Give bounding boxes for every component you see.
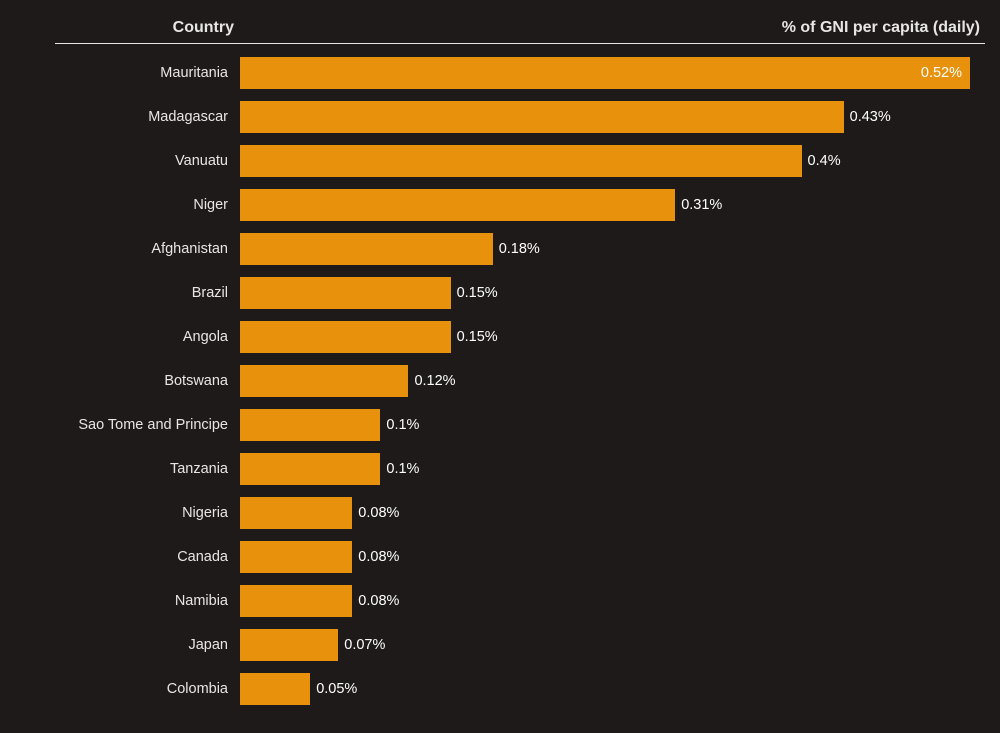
bar: 0.43% [240, 101, 844, 133]
bar-value: 0.12% [414, 373, 455, 389]
bar-row: Mauritania 0.52% [0, 51, 1000, 95]
bar-value: 0.52% [921, 65, 962, 81]
country-label: Mauritania [0, 65, 240, 81]
bar-value: 0.4% [808, 153, 841, 169]
country-label: Madagascar [0, 109, 240, 125]
country-label: Afghanistan [0, 241, 240, 257]
bar-row: Brazil0.15% [0, 271, 1000, 315]
bar: 0.15% [240, 277, 451, 309]
bar-track: 0.15% [240, 321, 985, 353]
bar: 0.12% [240, 365, 408, 397]
bar-track: 0.08% [240, 585, 985, 617]
bar-row: Nigeria0.08% [0, 491, 1000, 535]
bar-row: Botswana0.12% [0, 359, 1000, 403]
bar-rows: Mauritania0.52%Madagascar0.43%Vanuatu0.4… [0, 43, 1000, 711]
bar: 0.08% [240, 497, 352, 529]
bar: 0.05% [240, 673, 310, 705]
bar-value: 0.1% [386, 461, 419, 477]
bar-value: 0.05% [316, 681, 357, 697]
bar-track: 0.52% [240, 57, 985, 89]
header-metric: % of GNI per capita (daily) [240, 19, 1000, 43]
bar-value: 0.08% [358, 505, 399, 521]
bar-track: 0.18% [240, 233, 985, 265]
country-label: Nigeria [0, 505, 240, 521]
bar-value: 0.15% [457, 329, 498, 345]
bar-row: Tanzania0.1% [0, 447, 1000, 491]
country-label: Brazil [0, 285, 240, 301]
bar-track: 0.15% [240, 277, 985, 309]
bar-row: Japan0.07% [0, 623, 1000, 667]
bar-track: 0.12% [240, 365, 985, 397]
bar-row: Madagascar0.43% [0, 95, 1000, 139]
bar-track: 0.07% [240, 629, 985, 661]
bar-row: Namibia0.08% [0, 579, 1000, 623]
bar-value: 0.1% [386, 417, 419, 433]
bar: 0.1% [240, 453, 380, 485]
bar-value: 0.15% [457, 285, 498, 301]
bar-track: 0.4% [240, 145, 985, 177]
bar: 0.1% [240, 409, 380, 441]
bar-value: 0.08% [358, 593, 399, 609]
bar-row: Afghanistan0.18% [0, 227, 1000, 271]
country-label: Colombia [0, 681, 240, 697]
bar: 0.08% [240, 541, 352, 573]
bar-row: Colombia0.05% [0, 667, 1000, 711]
bar-value: 0.18% [499, 241, 540, 257]
bar: 0.31% [240, 189, 675, 221]
bar-value: 0.31% [681, 197, 722, 213]
country-label: Vanuatu [0, 153, 240, 169]
country-label: Canada [0, 549, 240, 565]
bar-track: 0.31% [240, 189, 985, 221]
header-country: Country [0, 19, 240, 43]
country-label: Sao Tome and Principe [0, 417, 240, 433]
axis-line [55, 43, 985, 44]
bar-track: 0.05% [240, 673, 985, 705]
country-label: Angola [0, 329, 240, 345]
bar-row: Canada0.08% [0, 535, 1000, 579]
bar: 0.18% [240, 233, 493, 265]
bar-value: 0.07% [344, 637, 385, 653]
bar-row: Angola0.15% [0, 315, 1000, 359]
country-label: Niger [0, 197, 240, 213]
bar-row: Niger0.31% [0, 183, 1000, 227]
bar-track: 0.43% [240, 101, 985, 133]
bar-track: 0.1% [240, 409, 985, 441]
bar: 0.08% [240, 585, 352, 617]
gni-bar-chart: Country % of GNI per capita (daily) Maur… [0, 0, 1000, 733]
country-label: Tanzania [0, 461, 240, 477]
bar: 0.4% [240, 145, 802, 177]
bar-value: 0.08% [358, 549, 399, 565]
bar: 0.15% [240, 321, 451, 353]
chart-header: Country % of GNI per capita (daily) [0, 0, 1000, 43]
bar-track: 0.1% [240, 453, 985, 485]
country-label: Botswana [0, 373, 240, 389]
bar-track: 0.08% [240, 541, 985, 573]
bar-value: 0.43% [850, 109, 891, 125]
bar: 0.07% [240, 629, 338, 661]
bar-row: Vanuatu0.4% [0, 139, 1000, 183]
country-label: Japan [0, 637, 240, 653]
bar: 0.52% [240, 57, 970, 89]
bar-row: Sao Tome and Principe0.1% [0, 403, 1000, 447]
bar-track: 0.08% [240, 497, 985, 529]
country-label: Namibia [0, 593, 240, 609]
